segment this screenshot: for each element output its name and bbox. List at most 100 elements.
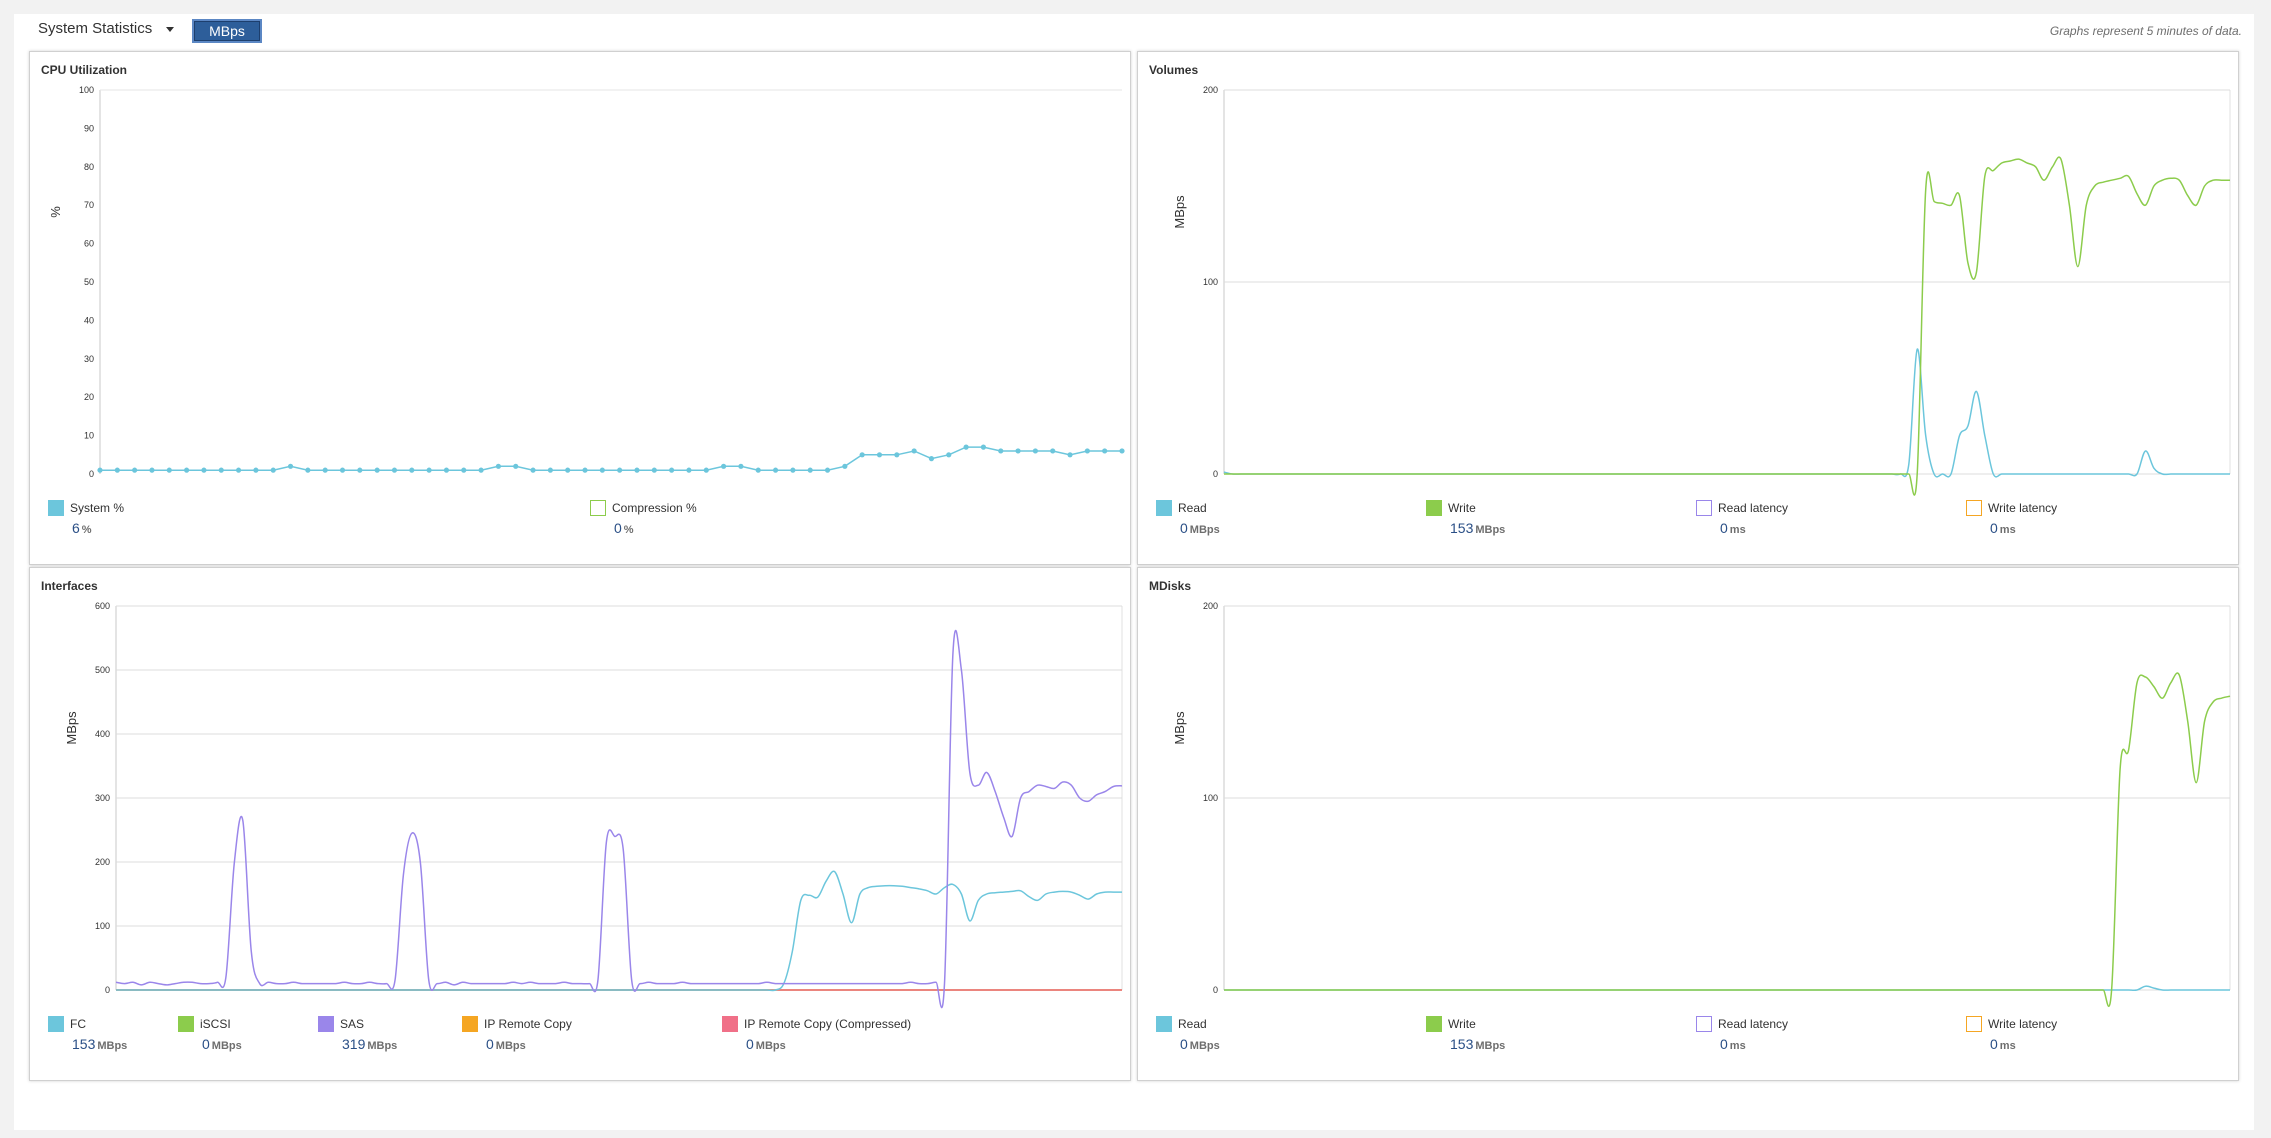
legend-value-row: 153 MBps bbox=[72, 1036, 127, 1052]
legend-value: 0 bbox=[1990, 1036, 1998, 1052]
legend-value-row: 6% bbox=[72, 520, 124, 536]
legend-unit: MBps bbox=[1189, 524, 1220, 536]
data-point bbox=[426, 467, 432, 473]
legend-item-fc[interactable]: FC 153 MBps bbox=[48, 1016, 127, 1052]
y-tick-label: 300 bbox=[95, 793, 110, 803]
y-tick-label: 20 bbox=[84, 392, 94, 402]
legend-value: 0 bbox=[614, 520, 622, 536]
y-axis-label: MBps bbox=[1172, 711, 1187, 745]
y-tick-label: 0 bbox=[1213, 469, 1218, 479]
legend-item-read[interactable]: Read 0 MBps bbox=[1156, 500, 1220, 536]
legend-value-row: 153 MBps bbox=[1450, 1036, 1505, 1052]
legend-item-write[interactable]: Write 153 MBps bbox=[1426, 500, 1505, 536]
legend-value: 0 bbox=[202, 1036, 210, 1052]
y-tick-label: 0 bbox=[1213, 985, 1218, 995]
data-point bbox=[738, 463, 744, 469]
data-point bbox=[443, 467, 450, 473]
data-point bbox=[703, 467, 709, 473]
data-point bbox=[980, 444, 987, 450]
legend-item-compression[interactable]: Compression % 0% bbox=[590, 500, 697, 536]
legend-row: iSCSI bbox=[178, 1016, 242, 1032]
legend-value-row: 153 MBps bbox=[1450, 520, 1505, 536]
legend-item-ip-remote-copy[interactable]: IP Remote Copy 0 MBps bbox=[462, 1016, 572, 1052]
data-point bbox=[287, 463, 294, 469]
data-point bbox=[807, 467, 813, 473]
legend-item-read-latency[interactable]: Read latency 0 ms bbox=[1696, 1016, 1788, 1052]
y-tick-label: 50 bbox=[84, 277, 94, 287]
legend-item-read-latency[interactable]: Read latency 0 ms bbox=[1696, 500, 1788, 536]
legend-item-read[interactable]: Read 0 MBps bbox=[1156, 1016, 1220, 1052]
legend-item-write[interactable]: Write 153 MBps bbox=[1426, 1016, 1505, 1052]
data-point bbox=[409, 467, 415, 473]
data-point bbox=[876, 452, 883, 458]
y-tick-label: 0 bbox=[105, 985, 110, 995]
legend: Read 0 MBps Write 153 MBps Read latency 0 ms Writ… bbox=[1138, 500, 2238, 560]
y-tick-label: 10 bbox=[84, 431, 94, 441]
legend-unit: MBps bbox=[367, 1040, 398, 1052]
graph-note: Graphs represent 5 minutes of data. bbox=[2049, 24, 2242, 38]
legend-value: 0 bbox=[1720, 1036, 1728, 1052]
legend-label: iSCSI bbox=[200, 1017, 231, 1031]
y-tick-label: 100 bbox=[95, 921, 110, 931]
panel-title: CPU Utilization bbox=[41, 63, 127, 77]
mdisks-chart: 0 100 200 MBps bbox=[1172, 601, 2231, 1008]
legend-unit: MBps bbox=[97, 1040, 128, 1052]
legend-unit: ms bbox=[1729, 1040, 1746, 1052]
legend-unit: MBps bbox=[1189, 1040, 1220, 1052]
legend-swatch bbox=[1696, 1016, 1712, 1032]
legend-row: IP Remote Copy (Compressed) bbox=[722, 1016, 911, 1032]
legend-label: Read latency bbox=[1718, 501, 1789, 515]
y-tick-label: 200 bbox=[1203, 601, 1218, 611]
legend-label: FC bbox=[70, 1017, 86, 1031]
data-point bbox=[1084, 448, 1090, 454]
system-statistics-dropdown[interactable]: System Statistics bbox=[38, 20, 175, 37]
legend-unit: MBps bbox=[1475, 1040, 1506, 1052]
data-point bbox=[322, 467, 328, 473]
series-line-sas bbox=[115, 629, 1123, 1009]
legend-swatch bbox=[1966, 1016, 1982, 1032]
data-point bbox=[374, 467, 380, 473]
data-point bbox=[253, 467, 259, 473]
page: System Statistics MBps Graphs represent … bbox=[14, 14, 2254, 1130]
legend-value: 6 bbox=[72, 520, 80, 536]
data-point bbox=[149, 467, 155, 473]
data-point bbox=[651, 467, 657, 473]
y-tick-label: 90 bbox=[84, 123, 94, 133]
legend-value: 319 bbox=[342, 1036, 366, 1052]
data-point bbox=[1032, 448, 1038, 454]
y-tick-label: 80 bbox=[84, 162, 94, 172]
legend: Read 0 MBps Write 153 MBps Read latency 0 ms Writ… bbox=[1138, 1016, 2238, 1076]
legend-item-iscsi[interactable]: iSCSI 0 MBps bbox=[178, 1016, 242, 1052]
data-point bbox=[495, 463, 502, 469]
data-point bbox=[461, 467, 467, 473]
legend-label: System % bbox=[70, 501, 125, 515]
legend-row: Write latency bbox=[1966, 1016, 2057, 1032]
legend-label: IP Remote Copy bbox=[484, 1017, 572, 1031]
legend-value-row: 0 MBps bbox=[1180, 520, 1220, 536]
legend-label: Compression % bbox=[612, 501, 697, 515]
data-point bbox=[842, 463, 848, 469]
mbps-button[interactable]: MBps bbox=[192, 19, 262, 43]
legend-item-sas[interactable]: SAS 319 MBps bbox=[318, 1016, 397, 1052]
legend: System % 6% Compression % 0% bbox=[30, 500, 1130, 560]
legend-swatch bbox=[48, 500, 64, 516]
legend-row: IP Remote Copy bbox=[462, 1016, 572, 1032]
legend-value: 0 bbox=[746, 1036, 754, 1052]
data-point bbox=[339, 467, 346, 473]
data-point bbox=[547, 467, 553, 473]
data-point bbox=[1015, 448, 1021, 454]
legend-swatch bbox=[722, 1016, 738, 1032]
legend-item-ip-remote-copy-compressed[interactable]: IP Remote Copy (Compressed) 0 MBps bbox=[722, 1016, 911, 1052]
panel-title: Volumes bbox=[1149, 63, 1199, 77]
data-point bbox=[582, 467, 588, 473]
legend-row: Read latency bbox=[1696, 500, 1788, 516]
data-point bbox=[1050, 448, 1056, 454]
legend-label: Write bbox=[1448, 1017, 1476, 1031]
legend-label: Write latency bbox=[1988, 501, 2058, 515]
legend-item-system[interactable]: System % 6% bbox=[48, 500, 124, 536]
legend-item-write-latency[interactable]: Write latency 0 ms bbox=[1966, 1016, 2057, 1052]
legend-item-write-latency[interactable]: Write latency 0 ms bbox=[1966, 500, 2057, 536]
legend-unit: % bbox=[81, 524, 92, 536]
legend-row: System % bbox=[48, 500, 124, 516]
data-point bbox=[478, 467, 484, 473]
